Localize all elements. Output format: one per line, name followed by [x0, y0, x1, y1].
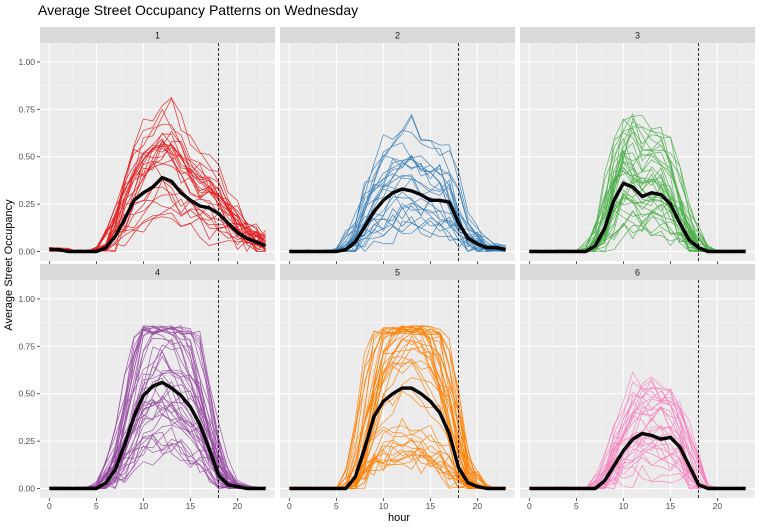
x-tick-label: 10	[139, 501, 149, 511]
facet-strip	[280, 264, 515, 280]
y-tick-label: 0.00	[18, 484, 35, 494]
x-tick-label: 20	[233, 501, 243, 511]
panel-background	[40, 280, 275, 498]
facet-panel-4: 4 0.00 0.25 0.50 0.75 1.00 0 5 10 15 20	[18, 264, 275, 511]
facet-strip	[520, 264, 755, 280]
x-tick-label: 0	[47, 501, 52, 511]
y-tick-label: 1.00	[18, 294, 35, 304]
y-tick-label: 0.75	[18, 104, 35, 114]
y-tick-label: 0.50	[18, 389, 35, 399]
x-tick-label: 15	[666, 501, 676, 511]
x-tick-label: 20	[713, 501, 723, 511]
mean-occupancy-line	[289, 386, 506, 491]
facet-strip-label: 4	[155, 268, 160, 278]
facet-panel-3: 305101520	[520, 27, 755, 274]
x-tick-label: 0	[287, 501, 292, 511]
y-tick-label: 0.75	[18, 341, 35, 351]
chart-title: Average Street Occupancy Patterns on Wed…	[38, 2, 358, 18]
facet-panel-6: 6 0 5 10 15 20	[520, 264, 755, 511]
mean-occupancy-line	[529, 431, 746, 491]
y-tick-label: 1.00	[18, 57, 35, 67]
x-tick-label: 15	[426, 501, 436, 511]
facet-strip-label: 2	[395, 31, 400, 41]
facet-strip	[280, 27, 515, 43]
facet-strip-label: 6	[635, 268, 640, 278]
mean-occupancy-line	[529, 181, 746, 254]
x-axis-title: hour	[388, 512, 410, 524]
x-tick-label: 5	[574, 501, 579, 511]
x-tick-label: 10	[379, 501, 389, 511]
facet-strip-label: 1	[155, 31, 160, 41]
panel-background	[280, 43, 515, 261]
facet-panels: 10.000.250.500.751.000510152020510152030…	[18, 27, 755, 511]
mean-occupancy-line	[49, 380, 266, 491]
facet-strip-label: 3	[635, 31, 640, 41]
facet-panel-5: 5 0 5 10 15 20	[280, 264, 515, 511]
facet-strip	[520, 27, 755, 43]
facet-strip	[40, 27, 275, 43]
x-tick-label: 5	[334, 501, 339, 511]
facet-strip-label: 5	[395, 268, 400, 278]
x-tick-label: 15	[186, 501, 196, 511]
y-tick-label: 0.00	[18, 247, 35, 257]
panel-background	[520, 280, 755, 498]
mean-occupancy-line	[289, 187, 506, 254]
facet-panel-2: 205101520	[280, 27, 515, 274]
y-tick-label: 0.25	[18, 199, 35, 209]
facet-strip	[40, 264, 275, 280]
y-tick-label: 0.50	[18, 152, 35, 162]
x-tick-label: 20	[473, 501, 483, 511]
x-tick-label: 0	[527, 501, 532, 511]
panel-background	[520, 43, 755, 261]
y-tick-label: 0.25	[18, 436, 35, 446]
x-tick-label: 10	[619, 501, 629, 511]
x-tick-label: 5	[94, 501, 99, 511]
mean-occupancy-line	[49, 175, 267, 254]
y-axis-title: Average Street Occupancy	[3, 199, 15, 331]
